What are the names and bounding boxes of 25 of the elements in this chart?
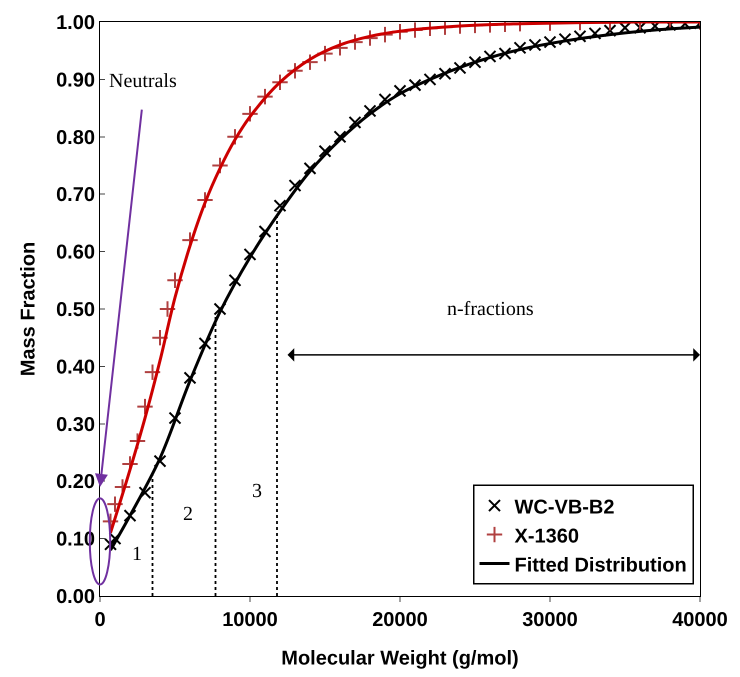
legend-label: X-1360 (514, 525, 579, 548)
annotation: n-fractions (447, 298, 534, 320)
x-tick-label: 40000 (672, 609, 728, 631)
annotation: 2 (183, 503, 193, 525)
y-tick-label: 0.50 (56, 299, 95, 321)
y-tick-label: 0.40 (56, 356, 95, 378)
x-tick-label: 30000 (522, 609, 578, 631)
annotation: Neutrals (109, 70, 177, 92)
y-tick-label: 0.80 (56, 126, 95, 149)
y-tick-label: 0.20 (56, 471, 95, 494)
y-tick-label: 0.70 (56, 184, 95, 206)
y-tick-label: 1.00 (56, 12, 95, 34)
x-tick-label: 10000 (222, 609, 278, 631)
x-axis-title: Molecular Weight (g/mol) (281, 648, 519, 670)
y-tick-label: 0.00 (56, 586, 95, 608)
x-tick-label: 0 (94, 609, 106, 631)
annotation: 3 (252, 480, 262, 502)
y-tick-label: 0.60 (56, 242, 95, 264)
y-tick-label: 0.90 (56, 69, 95, 92)
legend-label: WC-VB-B2 (514, 496, 614, 518)
x-tick-label: 20000 (372, 609, 428, 631)
annotation: 1 (132, 543, 142, 565)
legend-label: Fitted Distribution (514, 554, 687, 576)
y-axis-title: Mass Fraction (18, 242, 40, 376)
y-tick-label: 0.30 (56, 414, 95, 436)
